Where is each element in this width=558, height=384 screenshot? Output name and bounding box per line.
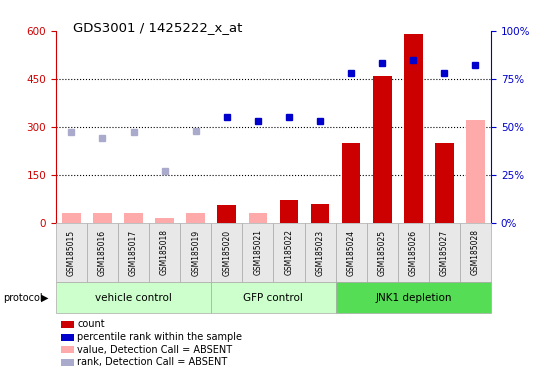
Text: value, Detection Call = ABSENT: value, Detection Call = ABSENT: [77, 345, 232, 355]
Text: JNK1 depletion: JNK1 depletion: [375, 293, 451, 303]
Bar: [311, 204, 329, 223]
Text: GSM185020: GSM185020: [222, 229, 231, 276]
Bar: [155, 218, 174, 223]
Text: GDS3001 / 1425222_x_at: GDS3001 / 1425222_x_at: [73, 21, 242, 34]
Text: count: count: [77, 319, 105, 329]
Text: GSM185025: GSM185025: [378, 229, 387, 276]
Text: percentile rank within the sample: percentile rank within the sample: [77, 332, 242, 342]
Text: GSM185028: GSM185028: [471, 230, 480, 275]
Bar: [186, 213, 205, 223]
Bar: [404, 34, 422, 223]
Text: GSM185017: GSM185017: [129, 229, 138, 276]
Bar: [435, 143, 454, 223]
Bar: [218, 205, 236, 223]
Bar: [342, 143, 360, 223]
Text: GSM185015: GSM185015: [67, 229, 76, 276]
Text: GSM185021: GSM185021: [253, 230, 262, 275]
Bar: [466, 120, 485, 223]
Text: GSM185026: GSM185026: [409, 229, 418, 276]
Text: protocol: protocol: [3, 293, 42, 303]
Text: GSM185022: GSM185022: [285, 230, 294, 275]
Text: GSM185027: GSM185027: [440, 229, 449, 276]
Bar: [93, 213, 112, 223]
Bar: [124, 213, 143, 223]
Text: GSM185023: GSM185023: [316, 229, 325, 276]
Text: GSM185018: GSM185018: [160, 230, 169, 275]
Text: GSM185016: GSM185016: [98, 229, 107, 276]
Text: rank, Detection Call = ABSENT: rank, Detection Call = ABSENT: [77, 358, 227, 367]
Text: GSM185019: GSM185019: [191, 229, 200, 276]
Text: vehicle control: vehicle control: [95, 293, 172, 303]
Text: GFP control: GFP control: [243, 293, 304, 303]
Bar: [373, 76, 392, 223]
Bar: [62, 213, 81, 223]
Text: GSM185024: GSM185024: [347, 229, 355, 276]
Bar: [280, 200, 299, 223]
Text: ▶: ▶: [41, 293, 48, 303]
Bar: [248, 213, 267, 223]
